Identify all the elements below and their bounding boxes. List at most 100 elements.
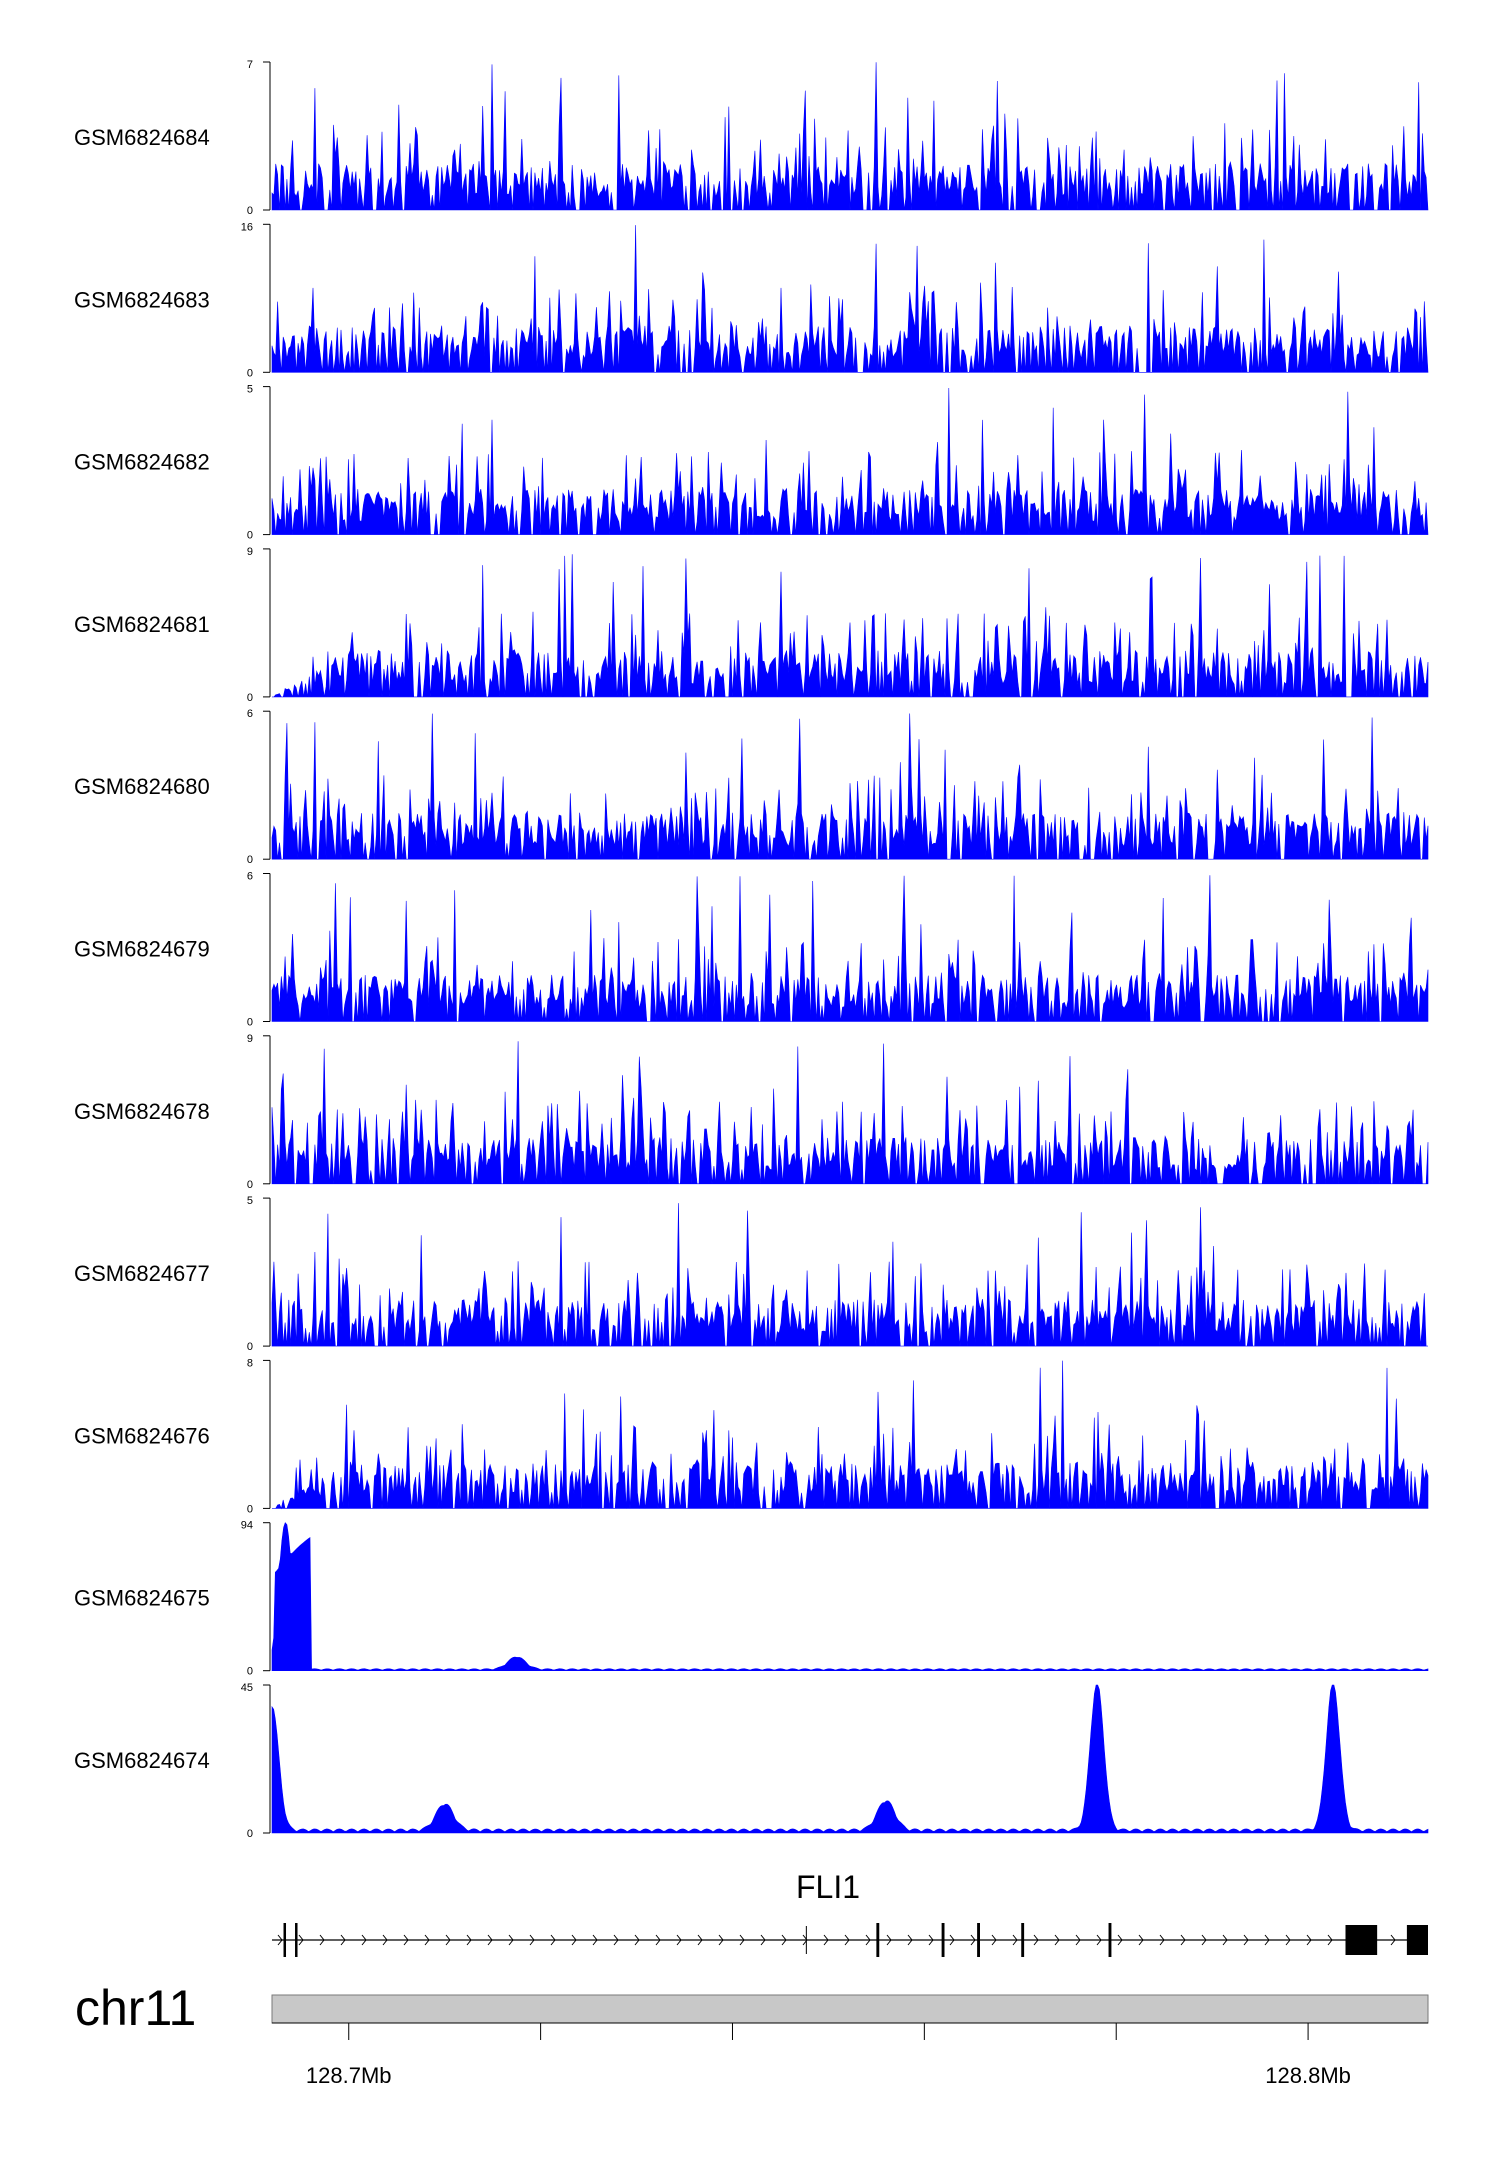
y-max-label: 6 xyxy=(247,708,253,720)
track-label: GSM6824684 xyxy=(74,125,210,150)
y-min-label: 0 xyxy=(247,205,253,217)
strand-arrow xyxy=(697,1934,703,1946)
y-max-label: 9 xyxy=(247,1033,253,1045)
strand-arrow xyxy=(865,1934,871,1946)
track-GSM6824679: GSM6824679 6 0 xyxy=(74,871,1429,1029)
strand-arrow xyxy=(340,1934,346,1946)
signal-area xyxy=(271,875,1429,1022)
strand-arrow xyxy=(508,1934,514,1946)
strand-arrow xyxy=(361,1934,367,1946)
strand-arrow xyxy=(529,1934,535,1946)
strand-arrow xyxy=(907,1934,913,1946)
strand-arrow xyxy=(718,1934,724,1946)
track-label: GSM6824674 xyxy=(74,1748,210,1773)
track-label: GSM6824680 xyxy=(74,774,210,799)
signal-area xyxy=(272,554,1429,698)
track-GSM6824682: GSM6824682 5 0 xyxy=(74,384,1429,542)
signal-area xyxy=(271,713,1429,860)
strand-arrow xyxy=(298,1934,304,1946)
y-min-label: 0 xyxy=(247,1666,253,1678)
signal-tracks: GSM682468470GSM6824683160GSM682468250GSM… xyxy=(74,59,1429,1840)
strand-arrow xyxy=(1180,1934,1186,1946)
strand-arrow xyxy=(592,1934,598,1946)
strand-arrow xyxy=(760,1934,766,1946)
strand-arrow xyxy=(823,1934,829,1946)
y-max-label: 5 xyxy=(247,384,253,396)
chromosome-bar xyxy=(271,1994,1429,2024)
y-max-label: 6 xyxy=(247,871,253,883)
strand-arrow xyxy=(1096,1934,1102,1946)
signal-area xyxy=(271,1684,1429,1834)
strand-arrow xyxy=(466,1934,472,1946)
x-tick-label: 128.8Mb xyxy=(1265,2063,1351,2088)
strand-arrow xyxy=(613,1934,619,1946)
y-min-label: 0 xyxy=(247,1179,253,1191)
track-GSM6824683: GSM6824683 16 0 xyxy=(74,221,1429,379)
strand-arrow xyxy=(1243,1934,1249,1946)
track-label: GSM6824677 xyxy=(74,1261,210,1286)
track-GSM6824675: GSM6824675 94 0 xyxy=(74,1520,1429,1678)
y-max-label: 9 xyxy=(247,546,253,558)
y-min-label: 0 xyxy=(247,367,253,379)
strand-arrow xyxy=(487,1934,493,1946)
strand-arrow xyxy=(319,1934,325,1946)
strand-arrow xyxy=(844,1934,850,1946)
strand-arrow xyxy=(1285,1934,1291,1946)
strand-arrow xyxy=(424,1934,430,1946)
strand-arrow xyxy=(571,1934,577,1946)
genome-axis: chr11 128.7Mb 128.8Mb xyxy=(75,1980,1429,2088)
strand-arrow xyxy=(550,1934,556,1946)
strand-arrow xyxy=(1117,1934,1123,1946)
strand-arrow xyxy=(1201,1934,1207,1946)
y-max-label: 7 xyxy=(247,59,253,71)
signal-area xyxy=(271,62,1429,211)
gene-exon xyxy=(1345,1925,1378,1955)
y-min-label: 0 xyxy=(247,854,253,866)
y-min-label: 0 xyxy=(247,1828,253,1840)
strand-arrow xyxy=(403,1934,409,1946)
strand-arrow xyxy=(886,1934,892,1946)
track-label: GSM6824682 xyxy=(74,450,210,475)
strand-arrow xyxy=(1138,1934,1144,1946)
y-max-label: 5 xyxy=(247,1195,253,1207)
y-max-label: 45 xyxy=(241,1682,253,1694)
y-min-label: 0 xyxy=(247,692,253,704)
gene-exon xyxy=(1021,1923,1025,1957)
chromosome-label: chr11 xyxy=(75,1980,196,2036)
track-GSM6824678: GSM6824678 9 0 xyxy=(74,1033,1429,1191)
track-label: GSM6824679 xyxy=(74,937,210,962)
strand-arrow xyxy=(1012,1934,1018,1946)
gene-exon xyxy=(1406,1925,1428,1955)
strand-arrow xyxy=(1033,1934,1039,1946)
signal-area xyxy=(271,225,1429,373)
gene-exon xyxy=(941,1923,945,1957)
gene-track: FLI1 xyxy=(272,1869,1428,1957)
strand-arrow xyxy=(739,1934,745,1946)
signal-area xyxy=(271,1522,1429,1671)
strand-arrow xyxy=(1327,1934,1333,1946)
strand-arrow xyxy=(277,1934,283,1946)
track-GSM6824676: GSM6824676 8 0 xyxy=(74,1357,1429,1515)
strand-arrow xyxy=(802,1934,808,1946)
track-label: GSM6824675 xyxy=(74,1586,210,1611)
y-min-label: 0 xyxy=(247,530,253,542)
strand-arrow xyxy=(676,1934,682,1946)
strand-arrow xyxy=(928,1934,934,1946)
strand-arrow xyxy=(1264,1934,1270,1946)
track-GSM6824677: GSM6824677 5 0 xyxy=(74,1195,1428,1353)
y-min-label: 0 xyxy=(247,1503,253,1515)
strand-arrow xyxy=(949,1934,955,1946)
strand-arrow xyxy=(655,1934,661,1946)
strand-arrow xyxy=(1159,1934,1165,1946)
signal-area xyxy=(271,1041,1429,1185)
strand-arrow xyxy=(1306,1934,1312,1946)
x-tick-label: 128.7Mb xyxy=(306,2063,392,2088)
track-GSM6824680: GSM6824680 6 0 xyxy=(74,708,1429,866)
signal-area xyxy=(272,1360,1429,1510)
strand-arrow xyxy=(991,1934,997,1946)
y-max-label: 16 xyxy=(241,221,253,233)
strand-arrow xyxy=(1222,1934,1228,1946)
track-label: GSM6824683 xyxy=(74,287,210,312)
y-min-label: 0 xyxy=(247,1341,253,1353)
